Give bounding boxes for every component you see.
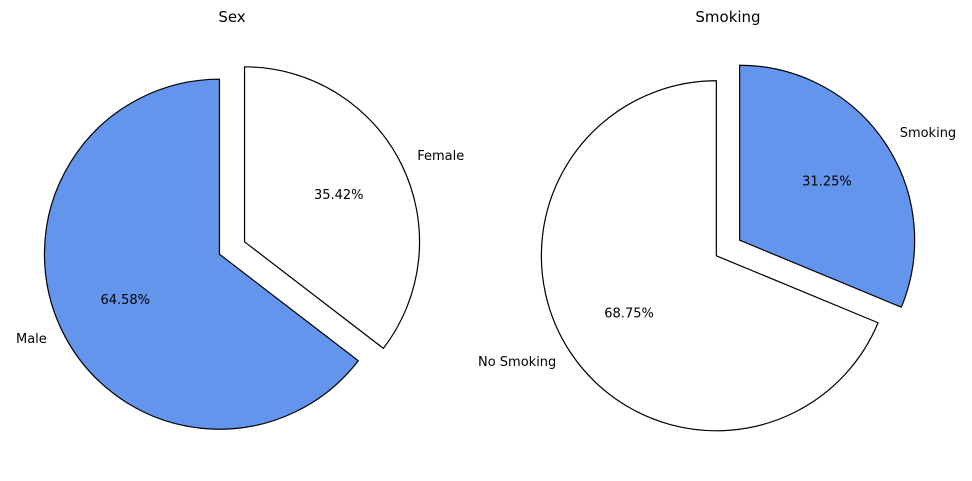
chart-title-sex: Sex	[218, 8, 245, 26]
pie-label-smoking: Smoking	[900, 126, 957, 141]
pie-label-male: Male	[16, 332, 47, 347]
smoking-pie-chart: 68.75% No Smoking 31.25% Smoking Smoking	[478, 8, 957, 432]
chart-title-smoking: Smoking	[695, 8, 760, 26]
sex-pie-chart: 35.42% Female 64.58% Male Sex	[16, 8, 464, 430]
pie-label-female: Female	[417, 149, 464, 164]
pie-slice-smoking	[739, 64, 916, 308]
pie-slice-female	[243, 66, 421, 349]
pie-percent-male: 64.58%	[100, 293, 150, 308]
pie-label-no-smoking: No Smoking	[478, 355, 556, 370]
pie-slice-male	[43, 78, 359, 430]
pie-percent-female: 35.42%	[314, 188, 364, 203]
pie-percent-smoking: 31.25%	[802, 174, 852, 189]
pie-percent-no-smoking: 68.75%	[604, 307, 654, 322]
pie-slice-no-smoking	[540, 80, 879, 432]
